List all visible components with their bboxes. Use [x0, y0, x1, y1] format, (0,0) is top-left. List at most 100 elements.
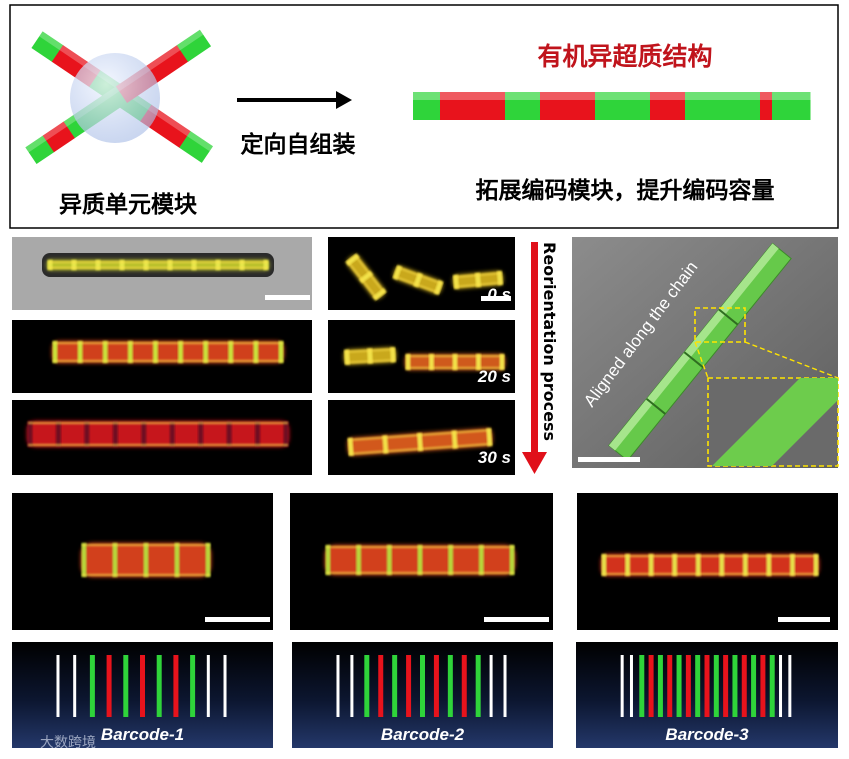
barcode-bar: [206, 655, 210, 717]
rod-junction: [382, 435, 389, 454]
rod-face: [176, 29, 204, 51]
rod-junction: [112, 421, 118, 447]
time-label: 20 s: [477, 367, 511, 386]
arrow-label: 定向自组装: [241, 131, 356, 158]
rod-body: [29, 423, 287, 445]
red-arrow: [531, 242, 538, 454]
barcode-bar: [89, 655, 95, 717]
rod-junction: [174, 543, 180, 577]
rod-edge: [393, 275, 440, 294]
barcode-bar: [73, 655, 77, 717]
rod-junction: [141, 421, 147, 447]
rod-face: [25, 135, 47, 153]
rod-junction: [283, 421, 289, 447]
rod-edge: [326, 546, 514, 548]
barcode-bar: [657, 655, 663, 717]
sem-rod-face: [608, 243, 779, 451]
sem-joint: [718, 308, 739, 326]
rod-junction: [239, 260, 245, 270]
rod-junction: [27, 421, 33, 447]
rod-junction: [476, 354, 481, 370]
rod-edge: [53, 342, 283, 344]
rod-junction: [448, 545, 454, 575]
process-label: Reorientation process: [540, 242, 559, 441]
rod-face: [650, 92, 686, 100]
rod-junction: [429, 354, 434, 370]
rod-edge: [602, 573, 818, 575]
rod-junction: [325, 545, 331, 575]
rod-junction: [367, 348, 373, 364]
inset-rod: [712, 378, 838, 466]
rod-junction: [112, 543, 118, 577]
fluorescent-rod: [325, 545, 515, 575]
scale-bar: [778, 617, 830, 622]
rod-segment: [650, 92, 686, 120]
barcode-bar: [713, 655, 719, 717]
scale-bar: [578, 457, 640, 462]
rod-junction: [719, 554, 725, 576]
barcode-bar: [704, 655, 710, 717]
rod-face: [760, 92, 773, 100]
rod-face: [505, 92, 541, 100]
right-title: 有机异超质结构: [537, 42, 712, 71]
barcode-bar: [223, 655, 227, 717]
rod-junction: [205, 543, 211, 577]
rod-junction: [344, 349, 350, 365]
barcode-bar: [629, 655, 633, 717]
rod-junction: [228, 341, 234, 363]
rod-edge: [53, 360, 283, 362]
rod-junction: [742, 554, 748, 576]
arrow-head: [336, 91, 352, 109]
rod-edge: [406, 367, 504, 369]
barcode-bar: [378, 655, 384, 717]
red-arrow-head: [522, 452, 547, 474]
rod-edge: [48, 261, 268, 263]
zoom-line: [744, 341, 839, 379]
rod-junction: [127, 341, 133, 363]
rod-junction: [203, 341, 209, 363]
barcode-bar: [123, 655, 129, 717]
rod-segment: [540, 92, 596, 120]
barcode-bar: [769, 655, 775, 717]
rod-junction: [47, 260, 53, 270]
rod-junction: [226, 421, 232, 447]
rod-junction: [405, 354, 411, 370]
rod-junction: [119, 260, 125, 270]
barcode-bar: [723, 655, 729, 717]
scale-bar: [484, 617, 549, 622]
barcode-bar: [406, 655, 412, 717]
zoom-line: [694, 341, 709, 379]
rod-segment: [685, 92, 761, 120]
rod-segment: [179, 131, 213, 163]
rod-junction: [509, 545, 515, 575]
rod-face: [540, 92, 596, 100]
barcode-bar: [461, 655, 467, 717]
barcode-bar: [779, 655, 783, 717]
fluorescent-rod: [52, 341, 284, 363]
fluorescent-rod: [405, 354, 505, 370]
barcode-bar: [667, 655, 673, 717]
rod-face: [39, 31, 64, 51]
sem-rod: [608, 242, 792, 462]
sem-joint: [683, 351, 704, 369]
rod-body: [603, 556, 817, 574]
rod-junction: [77, 341, 83, 363]
rod-junction: [278, 341, 284, 363]
barcode-bar: [620, 655, 624, 717]
barcode-bar: [364, 655, 370, 717]
rod-junction: [452, 354, 458, 370]
rod-edge: [454, 281, 503, 289]
rod-edge: [354, 254, 386, 294]
rod-junction: [167, 260, 173, 270]
rod-junction: [263, 260, 269, 270]
rod-face: [595, 92, 651, 100]
rod-junction: [486, 427, 493, 447]
barcode-bar: [392, 655, 398, 717]
rod-face: [42, 121, 68, 141]
barcode-bar: [475, 655, 481, 717]
fluorescent-rod: [343, 347, 397, 365]
rod-junction: [499, 354, 505, 370]
barcode-label: Barcode-2: [381, 725, 465, 744]
rod-segment: [595, 92, 651, 120]
